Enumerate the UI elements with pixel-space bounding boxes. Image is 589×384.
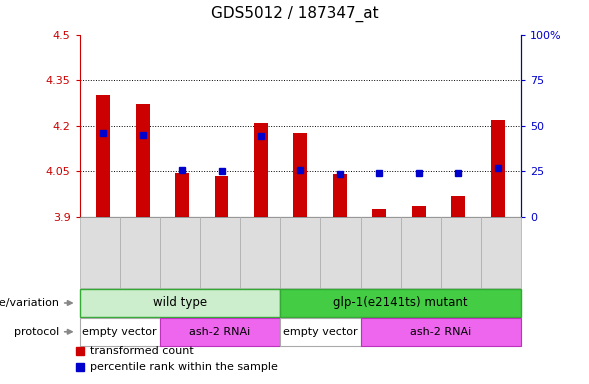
Bar [175, 172, 189, 217]
Bar [491, 120, 505, 217]
Bar [254, 123, 268, 217]
Bar [214, 176, 229, 217]
Text: transformed count: transformed count [90, 346, 194, 356]
Text: percentile rank within the sample: percentile rank within the sample [90, 362, 278, 372]
Text: wild type: wild type [153, 296, 207, 310]
Bar [135, 104, 150, 217]
Bar [412, 206, 426, 217]
Text: glp-1(e2141ts) mutant: glp-1(e2141ts) mutant [333, 296, 468, 310]
Bar [451, 196, 465, 217]
Text: genotype/variation: genotype/variation [0, 298, 59, 308]
Text: ash-2 RNAi: ash-2 RNAi [411, 327, 472, 337]
Bar [96, 95, 110, 217]
Text: GDS5012 / 187347_at: GDS5012 / 187347_at [211, 5, 378, 22]
Text: ash-2 RNAi: ash-2 RNAi [190, 327, 251, 337]
Text: protocol: protocol [14, 327, 59, 337]
Bar [293, 133, 307, 217]
Text: empty vector: empty vector [82, 327, 157, 337]
Bar [333, 174, 347, 217]
Bar [372, 209, 386, 217]
Text: empty vector: empty vector [283, 327, 358, 337]
